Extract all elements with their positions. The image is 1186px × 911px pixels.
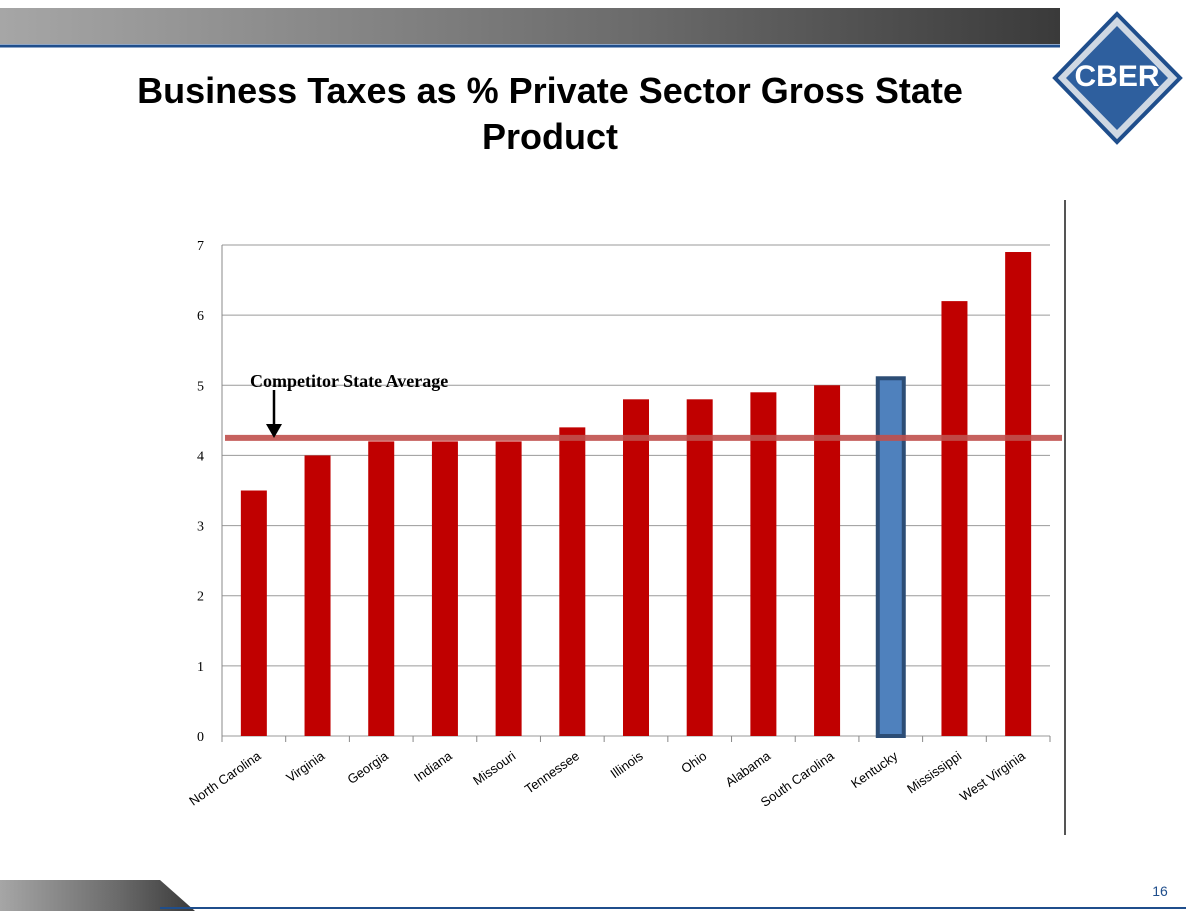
y-tick-label: 7 — [197, 239, 204, 254]
plot: 0 1 2 3 4 5 6 7 North Carolina Virginia Georgia Ind… — [186, 239, 1062, 810]
bar — [814, 385, 841, 736]
bar — [431, 441, 458, 736]
bar — [368, 441, 395, 736]
bar — [686, 399, 713, 736]
reference-label: Competitor State Average — [250, 371, 448, 391]
x-tick-label: Indiana — [411, 748, 455, 785]
x-tick-label: Georgia — [344, 748, 391, 787]
bar — [304, 455, 331, 736]
y-tick-label: 2 — [197, 590, 204, 605]
x-tick-label: Kentucky — [848, 748, 901, 791]
arrow-head — [266, 424, 282, 438]
bar — [750, 392, 777, 736]
y-tick-label: 5 — [197, 379, 204, 394]
bar — [495, 441, 522, 736]
header-band — [0, 8, 1060, 44]
x-tick-label: Ohio — [678, 748, 709, 776]
x-tick-label: Virginia — [283, 748, 328, 785]
logo-text: CBER — [1074, 60, 1159, 93]
logo: CBER — [1052, 11, 1183, 145]
y-tick-label: 6 — [197, 309, 204, 324]
x-tick-label: West Virginia — [957, 748, 1029, 804]
slide-title: Business Taxes as % Private Sector Gross… — [137, 70, 963, 157]
x-tick-label: North Carolina — [186, 748, 264, 809]
bar — [623, 399, 649, 736]
page-number: 16 — [1152, 883, 1168, 899]
bar — [875, 376, 906, 738]
y-tick-label: 1 — [197, 660, 204, 675]
x-tick-label: Missouri — [470, 748, 518, 788]
y-tick-label: 4 — [197, 449, 204, 464]
y-tick-label: 0 — [197, 730, 204, 745]
bar — [941, 301, 968, 736]
x-tick-label: Alabama — [722, 748, 773, 790]
y-tick-label: 3 — [197, 520, 204, 535]
bar — [240, 490, 267, 736]
x-tick-label: Tennessee — [522, 748, 582, 796]
bar — [559, 427, 586, 736]
x-tick-label: Mississippi — [904, 748, 964, 796]
x-tick-label: Illinois — [608, 748, 647, 781]
footer-band — [0, 880, 195, 911]
bar — [1005, 252, 1032, 736]
